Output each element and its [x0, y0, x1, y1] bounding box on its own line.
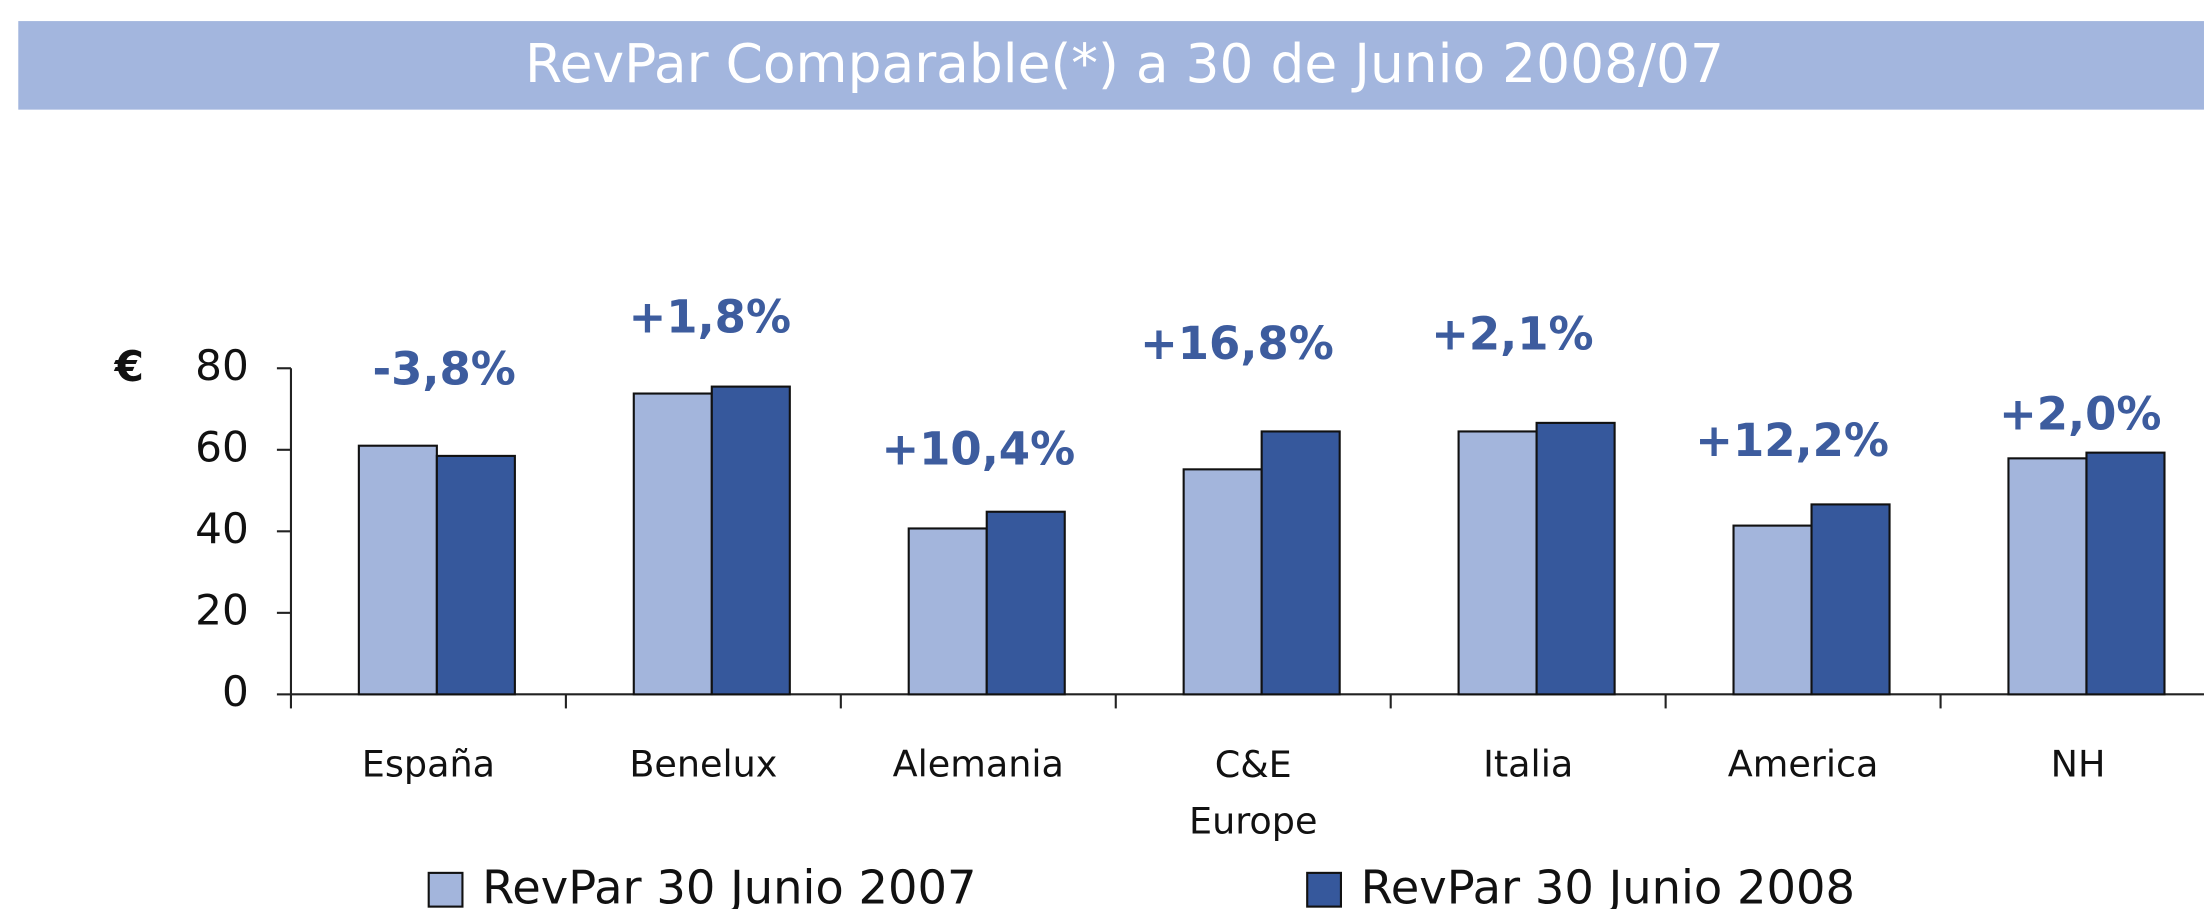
bar [1182, 468, 1263, 696]
y-tick-label: 40 [195, 504, 249, 553]
bar [435, 454, 516, 696]
legend-label: RevPar 30 Junio 2008 [1361, 861, 1855, 909]
x-tick-label: America [1728, 743, 1879, 786]
annotation: +1,8% [629, 290, 791, 343]
annotation: -3,8% [372, 342, 515, 395]
legend-swatch [1306, 871, 1342, 908]
bar [2007, 457, 2088, 696]
y-tick-label: 60 [195, 422, 249, 471]
annotation: +2,0% [1999, 387, 2161, 440]
title-band [18, 21, 2204, 110]
x-tick-label: NH [2051, 743, 2106, 786]
bar [1732, 524, 1813, 696]
bar [357, 444, 438, 696]
y-tick-label: 80 [195, 341, 249, 390]
bar [2085, 451, 2166, 696]
bar [1457, 430, 1538, 696]
bar [632, 392, 713, 696]
chart-body: RevPar Comparable(*) a 30 de Junio 2008/… [18, 21, 2204, 909]
x-tick-label: Alemania [893, 743, 1064, 786]
x-tick-label: España [362, 743, 495, 786]
annotation: +16,8% [1140, 317, 1334, 370]
bar [985, 510, 1066, 696]
bar [1810, 503, 1891, 696]
x-tick-label: Italia [1483, 743, 1573, 786]
annotation: +2,1% [1431, 307, 1593, 360]
bar [907, 527, 988, 696]
annotation: +12,2% [1695, 414, 1889, 467]
bar [710, 385, 791, 696]
x-tick-label: Benelux [629, 743, 777, 786]
legend-swatch [427, 871, 464, 908]
annotation: +10,4% [881, 423, 1075, 476]
y-tick-label: 0 [222, 667, 249, 716]
y-axis-label: € [114, 342, 144, 391]
x-tick-label: C&E Europe [1189, 743, 1317, 842]
bar [1260, 430, 1341, 696]
legend-label: RevPar 30 Junio 2007 [482, 861, 976, 909]
bar [1535, 421, 1616, 696]
y-tick-label: 20 [195, 585, 249, 634]
chart-title: RevPar Comparable(*) a 30 de Junio 2008/… [525, 32, 1724, 95]
